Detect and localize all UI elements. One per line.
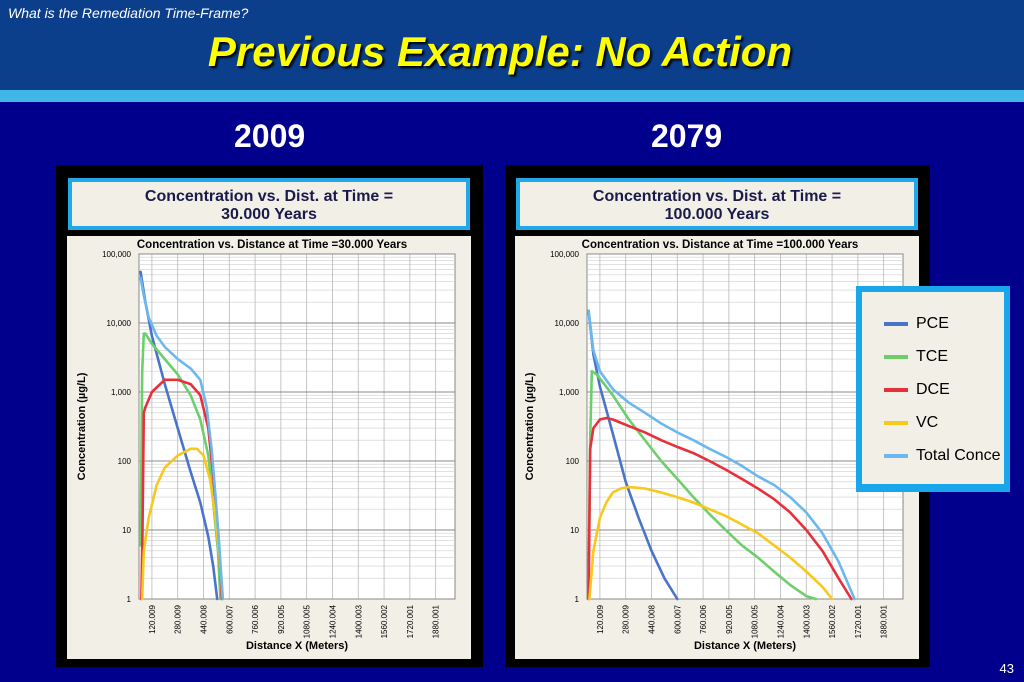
series-line-vc bbox=[588, 485, 834, 601]
chart-left: 1 10 100 1,000 10,000 100,000 120.009 280.009 44… bbox=[67, 236, 471, 659]
y-tick-label: 10 bbox=[122, 526, 131, 535]
x-tick-label: 1720.001 bbox=[854, 604, 863, 638]
x-tick-label: 1400.003 bbox=[354, 604, 363, 638]
y-axis-label: Concentration (µg/L) bbox=[76, 372, 88, 480]
legend-item-vc: VC bbox=[884, 413, 938, 433]
header-accent-bar bbox=[0, 90, 1024, 102]
x-axis-label: Distance X (Meters) bbox=[246, 640, 348, 652]
x-tick-label: 760.006 bbox=[251, 604, 260, 633]
y-tick-label: 1,000 bbox=[111, 388, 132, 397]
y-tick-label: 100,000 bbox=[102, 250, 131, 259]
x-tick-label: 120.009 bbox=[596, 604, 605, 633]
x-tick-label: 600.007 bbox=[225, 604, 234, 633]
caption-line2: 100.000 Years bbox=[664, 206, 770, 223]
y-tick-label: 1,000 bbox=[559, 388, 580, 397]
chart-caption-right: Concentration vs. Dist. at Time = 100.00… bbox=[516, 178, 918, 230]
x-tick-label: 1080.005 bbox=[751, 604, 760, 638]
slide-title: Previous Example: No Action bbox=[207, 28, 793, 75]
y-tick-label: 100 bbox=[566, 457, 580, 466]
y-tick-label: 10,000 bbox=[107, 319, 132, 328]
y-tick-label: 1 bbox=[127, 595, 132, 604]
legend-item-total: Total Conce bbox=[884, 446, 1001, 466]
series-line-vc bbox=[140, 447, 225, 601]
chart-title: Concentration vs. Distance at Time =30.0… bbox=[137, 239, 407, 251]
y-tick-label: 10,000 bbox=[555, 319, 580, 328]
x-tick-label: 1560.002 bbox=[828, 604, 837, 638]
chart-right: 1 10 100 1,000 10,000 100,000 120.009 280.009 44… bbox=[515, 236, 919, 659]
year-label-right: 2079 bbox=[651, 118, 723, 154]
x-tick-label: 1400.003 bbox=[802, 604, 811, 638]
x-tick-label: 1240.004 bbox=[328, 604, 337, 638]
legend-item-dce: DCE bbox=[884, 380, 950, 400]
legend-item-pce: PCE bbox=[884, 314, 949, 334]
legend-label: DCE bbox=[916, 381, 950, 398]
x-tick-label: 760.006 bbox=[699, 604, 708, 633]
chart-caption-left: Concentration vs. Dist. at Time = 30.000… bbox=[68, 178, 470, 230]
y-tick-label: 100 bbox=[118, 457, 132, 466]
page-number: 43 bbox=[999, 661, 1014, 676]
x-tick-label: 1880.001 bbox=[432, 604, 441, 638]
series-line-tce bbox=[587, 369, 818, 601]
legend-swatch bbox=[884, 355, 908, 359]
y-tick-label: 1 bbox=[575, 595, 580, 604]
legend-swatch bbox=[884, 388, 908, 392]
slide-header bbox=[0, 0, 1024, 90]
legend-item-tce: TCE bbox=[884, 347, 948, 367]
x-tick-label: 1240.004 bbox=[776, 604, 785, 638]
slide-kicker: What is the Remediation Time-Frame? bbox=[8, 5, 249, 21]
y-axis-label: Concentration (µg/L) bbox=[524, 372, 536, 480]
legend-label: PCE bbox=[916, 315, 949, 332]
x-axis-label: Distance X (Meters) bbox=[694, 640, 796, 652]
y-tick-label: 100,000 bbox=[550, 250, 579, 259]
x-tick-label: 600.007 bbox=[673, 604, 682, 633]
legend-swatch bbox=[884, 421, 908, 425]
series-line-pce bbox=[587, 309, 679, 601]
plot-area bbox=[586, 253, 904, 600]
x-tick-label: 920.005 bbox=[277, 604, 286, 633]
caption-line1: Concentration vs. Dist. at Time = bbox=[592, 188, 842, 205]
x-tick-label: 1080.005 bbox=[303, 604, 312, 638]
year-label-left: 2009 bbox=[234, 118, 306, 154]
chart-title: Concentration vs. Distance at Time =100.… bbox=[582, 239, 859, 251]
x-tick-label: 280.009 bbox=[174, 604, 183, 633]
x-tick-label: 1720.001 bbox=[406, 604, 415, 638]
x-tick-label: 1560.002 bbox=[380, 604, 389, 638]
y-tick-label: 10 bbox=[570, 526, 579, 535]
legend-label: TCE bbox=[916, 348, 948, 365]
legend-swatch bbox=[884, 454, 908, 458]
series-line-dce bbox=[587, 416, 853, 601]
chart-legend: PCE TCE DCE VC Total Conce bbox=[856, 286, 1010, 492]
x-tick-label: 280.009 bbox=[622, 604, 631, 633]
legend-label: VC bbox=[916, 414, 939, 431]
caption-line1: Concentration vs. Dist. at Time = bbox=[144, 188, 394, 205]
plot-area bbox=[138, 253, 456, 600]
legend-swatch bbox=[884, 322, 908, 326]
legend-label: Total Conce bbox=[916, 447, 1001, 464]
x-tick-label: 440.008 bbox=[199, 604, 208, 633]
series-line-total-conce bbox=[139, 276, 225, 601]
x-tick-label: 920.005 bbox=[725, 604, 734, 633]
legend-box: PCE TCE DCE VC Total Conce bbox=[862, 292, 1004, 484]
series-line-total-conce bbox=[587, 309, 856, 601]
caption-line2: 30.000 Years bbox=[221, 206, 317, 223]
x-tick-label: 1880.001 bbox=[880, 604, 889, 638]
x-tick-label: 120.009 bbox=[148, 604, 157, 633]
x-tick-label: 440.008 bbox=[647, 604, 656, 633]
